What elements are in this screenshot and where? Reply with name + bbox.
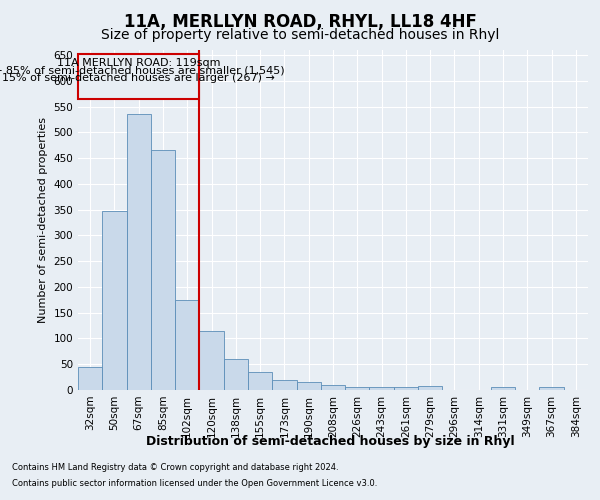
Bar xyxy=(127,114,151,390)
Bar xyxy=(151,150,175,390)
Text: Contains HM Land Registry data © Crown copyright and database right 2024.: Contains HM Land Registry data © Crown c… xyxy=(12,464,338,472)
Bar xyxy=(321,385,345,390)
Text: Size of property relative to semi-detached houses in Rhyl: Size of property relative to semi-detach… xyxy=(101,28,499,42)
Bar xyxy=(78,367,102,390)
Bar xyxy=(175,300,199,390)
Bar xyxy=(394,388,418,390)
Text: 15% of semi-detached houses are larger (267) →: 15% of semi-detached houses are larger (… xyxy=(2,72,275,83)
Text: 11A, MERLLYN ROAD, RHYL, LL18 4HF: 11A, MERLLYN ROAD, RHYL, LL18 4HF xyxy=(124,12,476,30)
Bar xyxy=(272,380,296,390)
Bar xyxy=(491,388,515,390)
Bar xyxy=(418,386,442,390)
Bar xyxy=(345,388,370,390)
Text: Contains public sector information licensed under the Open Government Licence v3: Contains public sector information licen… xyxy=(12,478,377,488)
Text: Distribution of semi-detached houses by size in Rhyl: Distribution of semi-detached houses by … xyxy=(146,435,514,448)
Bar xyxy=(539,388,564,390)
Y-axis label: Number of semi-detached properties: Number of semi-detached properties xyxy=(38,117,48,323)
Bar xyxy=(296,382,321,390)
Bar xyxy=(78,54,199,99)
Text: ← 85% of semi-detached houses are smaller (1,545): ← 85% of semi-detached houses are smalle… xyxy=(0,66,284,76)
Bar xyxy=(248,372,272,390)
Text: 11A MERLLYN ROAD: 119sqm: 11A MERLLYN ROAD: 119sqm xyxy=(57,58,220,68)
Bar xyxy=(102,210,127,390)
Bar xyxy=(199,331,224,390)
Bar xyxy=(370,388,394,390)
Bar xyxy=(224,359,248,390)
